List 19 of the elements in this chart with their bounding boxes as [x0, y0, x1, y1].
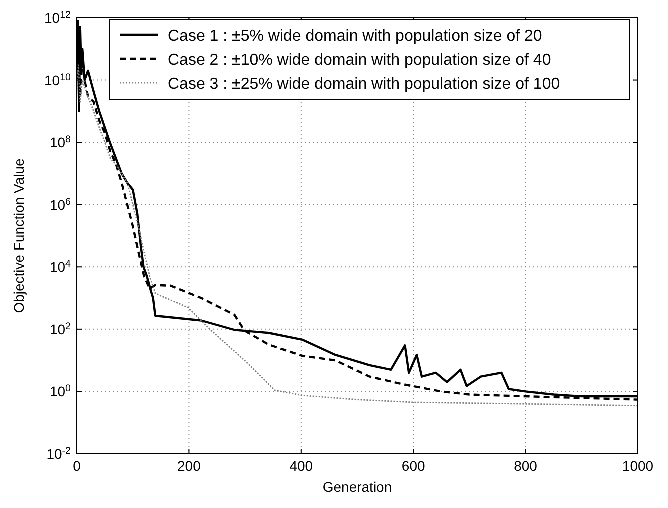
- x-tick-label: 200: [178, 458, 202, 474]
- legend-label: Case 3 : ±25% wide domain with population size of 100: [168, 76, 560, 93]
- x-tick-label: 800: [514, 458, 538, 474]
- y-tick-label: 10$^{2}$: [50, 320, 71, 338]
- x-tick-label: 600: [402, 458, 426, 474]
- x-tick-label: 400: [290, 458, 314, 474]
- x-axis-title: Generation: [322, 479, 392, 495]
- x-tick-label: 1000: [622, 458, 654, 474]
- y-tick-label: 10$^{4}$: [50, 258, 72, 276]
- y-tick-label: 10$^{-2}$: [46, 446, 71, 462]
- y-tick-label: 10$^{8}$: [50, 134, 72, 151]
- y-tick-label: 10$^{0}$: [50, 383, 72, 400]
- y-tick-label: 10$^{12}$: [44, 10, 71, 26]
- legend-label: Case 2 : ±10% wide domain with population size of 40: [168, 52, 552, 69]
- y-axis-title: Objective Function Value: [11, 158, 27, 314]
- x-tick-label: 0: [73, 458, 82, 474]
- y-tick-label: 10$^{6}$: [50, 196, 72, 213]
- y-tick-label: 10$^{10}$: [44, 72, 72, 88]
- legend-label: Case 1 : ±5% wide domain with population size of 20: [168, 28, 542, 45]
